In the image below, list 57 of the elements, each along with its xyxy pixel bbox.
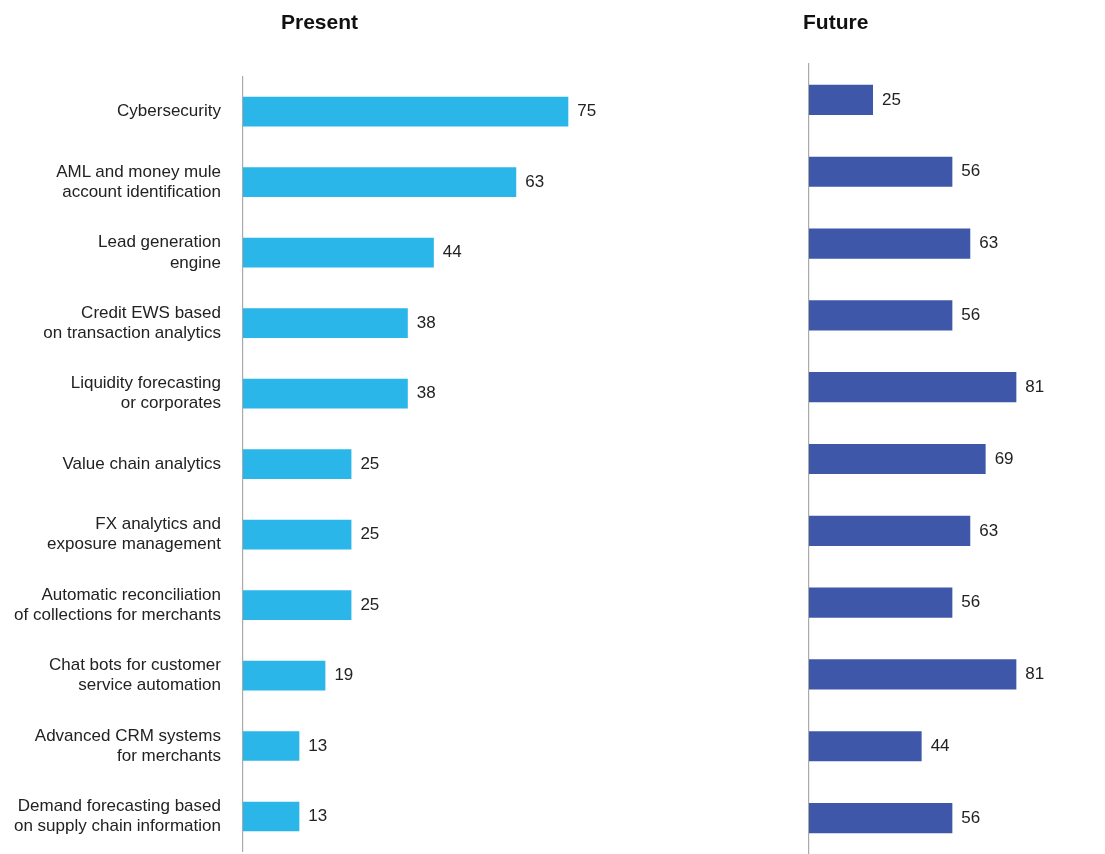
y-tick-label: Advanced CRM systems for merchants bbox=[34, 725, 221, 765]
bar bbox=[809, 731, 922, 762]
bar bbox=[242, 731, 300, 761]
data-label: 81 bbox=[1025, 664, 1045, 684]
y-tick-label: Chat bots for customer service automation bbox=[48, 655, 222, 695]
y-tick-label: Value chain analytics bbox=[62, 453, 221, 473]
data-label: 56 bbox=[961, 592, 981, 612]
bar bbox=[242, 449, 352, 479]
bar bbox=[242, 96, 569, 127]
chart-title: Future bbox=[803, 10, 869, 34]
data-label: 19 bbox=[334, 665, 354, 685]
data-label: 63 bbox=[979, 233, 999, 253]
data-label: 81 bbox=[1025, 376, 1045, 396]
data-label: 25 bbox=[882, 89, 901, 109]
bar bbox=[809, 84, 873, 115]
bar bbox=[242, 660, 326, 691]
bar bbox=[242, 801, 300, 832]
data-label: 25 bbox=[360, 453, 380, 473]
data-label: 44 bbox=[930, 735, 950, 755]
data-label: 63 bbox=[979, 520, 999, 540]
data-label: 69 bbox=[994, 448, 1014, 468]
data-label: 38 bbox=[416, 312, 436, 332]
bar bbox=[809, 443, 986, 475]
data-label: 13 bbox=[308, 806, 328, 826]
data-label: 13 bbox=[308, 735, 328, 755]
y-tick-label: Credit EWS based on transaction analytics bbox=[43, 302, 221, 343]
bar bbox=[809, 803, 953, 834]
bar bbox=[809, 659, 1017, 690]
bar bbox=[242, 308, 408, 338]
data-label: 38 bbox=[416, 383, 436, 403]
y-tick-label: Automatic reconciliation of collections for merchants bbox=[14, 584, 221, 624]
bar bbox=[242, 590, 352, 620]
bar bbox=[809, 515, 971, 546]
data-label: 56 bbox=[961, 305, 981, 325]
data-label: 44 bbox=[442, 242, 462, 262]
data-label: 56 bbox=[961, 807, 981, 827]
data-label: 25 bbox=[360, 524, 380, 544]
data-label: 56 bbox=[961, 161, 981, 181]
data-label: 75 bbox=[577, 101, 597, 121]
y-tick-label: Demand forecasting based on supply chain information bbox=[13, 796, 221, 836]
bar bbox=[809, 228, 971, 259]
y-tick-label: Cybersecurity bbox=[117, 101, 222, 121]
chart-title: Present bbox=[281, 10, 359, 34]
y-tick-label: FX analytics and exposure management bbox=[47, 514, 222, 554]
y-tick-label: Liquidity forecasting or corporates bbox=[70, 373, 221, 413]
bar bbox=[809, 372, 1017, 403]
bar bbox=[242, 519, 352, 550]
bar bbox=[242, 378, 408, 409]
bar bbox=[242, 167, 517, 197]
y-tick-label: Lead generation engine bbox=[98, 232, 221, 272]
y-tick-label: AML and money mule account identification bbox=[56, 161, 221, 202]
data-label: 25 bbox=[360, 594, 380, 614]
bar bbox=[809, 156, 953, 187]
bar bbox=[809, 300, 953, 331]
data-label: 63 bbox=[525, 171, 545, 191]
bar bbox=[242, 237, 434, 268]
bar bbox=[809, 587, 953, 618]
